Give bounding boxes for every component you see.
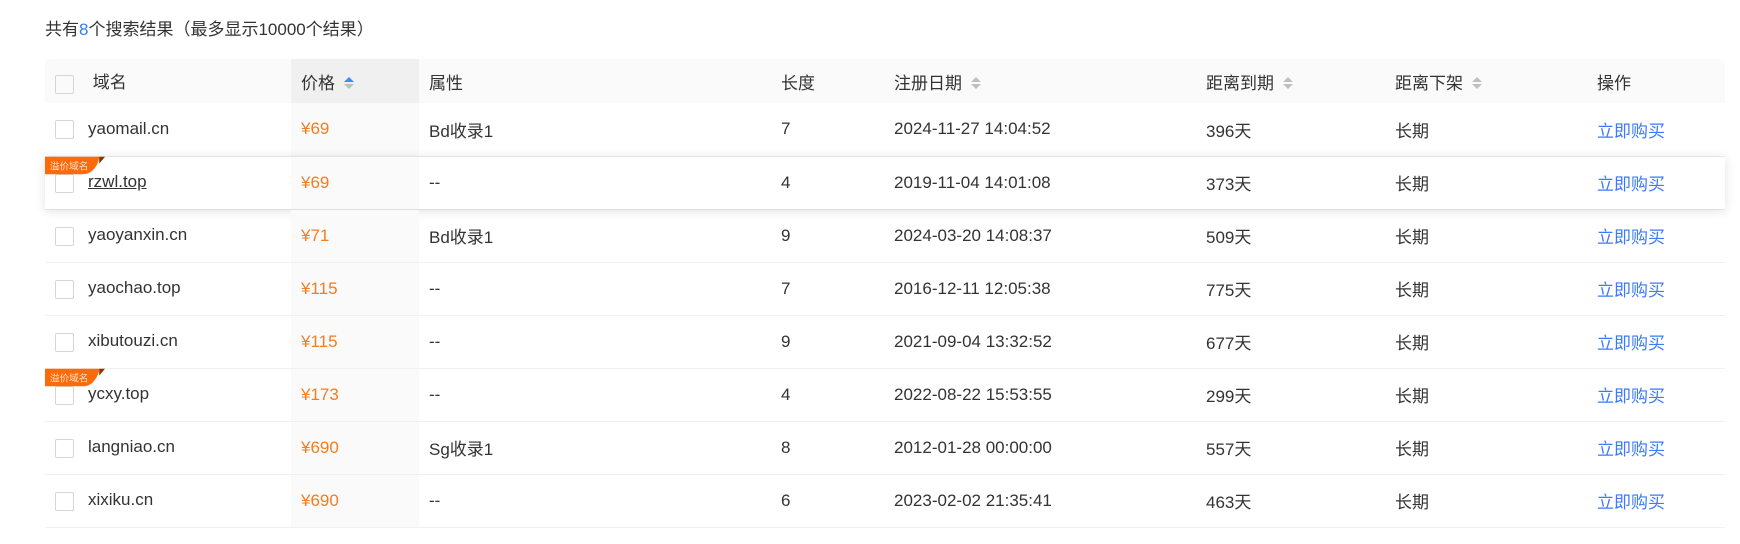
svg-text:溢价域名: 溢价域名 <box>50 158 89 172</box>
svg-text:溢价域名: 溢价域名 <box>50 370 89 384</box>
